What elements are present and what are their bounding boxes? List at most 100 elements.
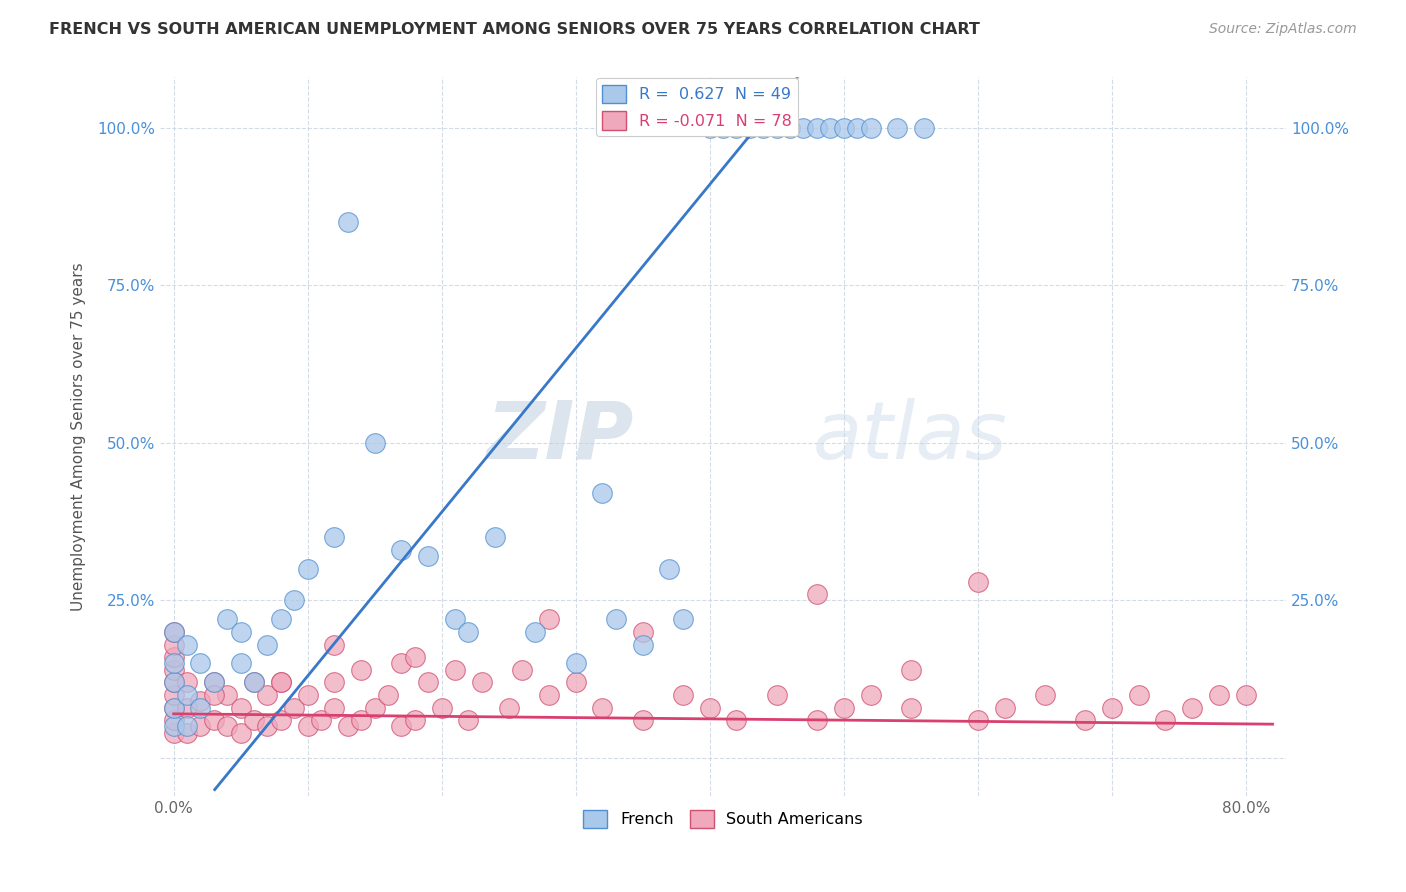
Point (190, 700, 212, 714)
Point (806, 120, 828, 135)
Point (832, 700, 855, 714)
Point (190, 719, 212, 733)
Point (391, 719, 413, 733)
Point (765, 120, 787, 135)
Point (444, 663, 467, 677)
Point (202, 713, 225, 727)
Point (966, 574, 988, 589)
Point (350, 663, 373, 677)
Point (350, 713, 373, 727)
Point (631, 624, 654, 639)
Legend: French, South Americans: French, South Americans (576, 803, 869, 834)
Point (256, 638, 278, 652)
Point (283, 700, 305, 714)
Point (217, 612, 239, 626)
Point (162, 700, 184, 714)
Point (564, 657, 586, 671)
Point (283, 593, 305, 607)
Point (363, 700, 385, 714)
Point (779, 120, 801, 135)
Point (270, 675, 292, 690)
Point (243, 713, 266, 727)
Point (202, 675, 225, 690)
Point (404, 650, 426, 665)
Point (391, 657, 413, 671)
Point (162, 675, 184, 690)
Point (859, 688, 882, 702)
Point (404, 713, 426, 727)
Point (711, 120, 734, 135)
Point (256, 719, 278, 733)
Point (966, 713, 988, 727)
Point (190, 694, 212, 708)
Point (176, 638, 198, 652)
Point (912, 120, 935, 135)
Point (243, 675, 266, 690)
Point (176, 688, 198, 702)
Point (162, 688, 184, 702)
Point (162, 713, 184, 727)
Point (336, 215, 359, 229)
Point (377, 688, 399, 702)
Point (993, 700, 1015, 714)
Point (309, 713, 332, 727)
Point (806, 587, 828, 601)
Point (859, 120, 882, 135)
Point (336, 719, 359, 733)
Point (162, 700, 184, 714)
Point (900, 663, 922, 677)
Point (297, 719, 319, 733)
Point (297, 688, 319, 702)
Point (1074, 713, 1097, 727)
Point (725, 120, 748, 135)
Point (162, 650, 184, 665)
Point (229, 725, 252, 739)
Point (162, 675, 184, 690)
Point (270, 675, 292, 690)
Point (537, 612, 560, 626)
Point (752, 120, 775, 135)
Point (631, 638, 654, 652)
Point (900, 700, 922, 714)
Point (391, 543, 413, 558)
Point (176, 725, 198, 739)
Point (564, 675, 586, 690)
Point (510, 663, 533, 677)
Point (162, 638, 184, 652)
Point (162, 663, 184, 677)
Point (846, 120, 869, 135)
Point (323, 675, 346, 690)
Point (162, 624, 184, 639)
Point (457, 624, 479, 639)
Text: atlas: atlas (813, 398, 1008, 475)
Point (498, 700, 520, 714)
Point (176, 700, 198, 714)
Point (738, 120, 761, 135)
Point (162, 624, 184, 639)
Point (176, 719, 198, 733)
Point (672, 612, 695, 626)
Point (471, 675, 494, 690)
Point (658, 562, 681, 576)
Point (765, 688, 787, 702)
Text: ZIP: ZIP (485, 398, 633, 475)
Point (270, 612, 292, 626)
Point (699, 120, 721, 135)
Point (202, 675, 225, 690)
Point (243, 675, 266, 690)
Point (176, 675, 198, 690)
Point (162, 657, 184, 671)
Point (229, 700, 252, 714)
Point (363, 436, 385, 450)
Point (457, 713, 479, 727)
Point (418, 549, 440, 564)
Point (1101, 700, 1123, 714)
Point (217, 719, 239, 733)
Point (699, 700, 721, 714)
Point (162, 725, 184, 739)
Point (591, 486, 613, 500)
Point (323, 700, 346, 714)
Point (537, 688, 560, 702)
Point (323, 638, 346, 652)
Text: FRENCH VS SOUTH AMERICAN UNEMPLOYMENT AMONG SENIORS OVER 75 YEARS CORRELATION CH: FRENCH VS SOUTH AMERICAN UNEMPLOYMENT AM… (49, 22, 980, 37)
